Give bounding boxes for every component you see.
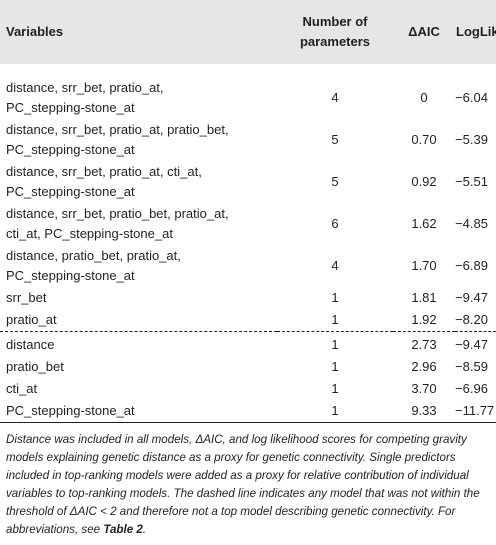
variables-line: PC_stepping-stone_at: [6, 268, 135, 283]
loglik-cell: −4.85: [455, 216, 488, 231]
parameters-cell: 1: [277, 331, 393, 356]
header-cell: LogLik: [455, 0, 496, 64]
variables-line: distance, srr_bet, pratio_at,: [6, 80, 164, 95]
variables-line: cti_at, PC_stepping-stone_at: [6, 226, 173, 241]
delta-aic-cell: 1.70: [411, 258, 437, 273]
table-row: PC_stepping-stone_at 1 9.33 −11.77: [0, 400, 496, 423]
table-row: distance, srr_bet, pratio_at, PC_stepping…: [0, 64, 496, 119]
delta-aic-cell: 0.70: [411, 132, 437, 147]
parameters-cell: 1: [331, 359, 339, 374]
table-row: distance, srr_bet, pratio_at, pratio_bet…: [0, 119, 496, 161]
delta-aic-cell: 0.92: [411, 174, 437, 189]
variables-line: PC_stepping-stone_at: [6, 403, 135, 418]
variables-cell: distance, srr_bet, pratio_bet, pratio_at…: [0, 203, 277, 245]
variables-cell: distance: [0, 331, 277, 356]
loglik-cell: −6.96: [455, 381, 488, 396]
parameters-cell: 6: [331, 216, 339, 231]
header-row: Variables Number of parameters ΔAIC LogL…: [0, 0, 496, 64]
table-row: distance, pratio_bet, pratio_at, PC_stepp…: [0, 245, 496, 287]
table-row: cti_at 1 3.70 −6.96: [0, 378, 496, 400]
variables-line: distance, pratio_bet, pratio_at,: [6, 248, 181, 263]
variables-line: distance, srr_bet, pratio_at, pratio_bet…: [6, 122, 229, 137]
table-row: distance, srr_bet, pratio_bet, pratio_at…: [0, 203, 496, 245]
loglik-cell: −9.47: [455, 331, 496, 356]
footnote-reference: Table 2: [103, 523, 143, 536]
variables-line: distance: [6, 337, 55, 352]
table-row: distance, srr_bet, pratio_at, cti_at, PC_…: [0, 161, 496, 203]
variables-line: srr_bet: [6, 290, 47, 305]
delta-aic-cell: 2.73: [393, 331, 455, 356]
loglik-cell: −5.51: [455, 174, 488, 189]
variables-cell: srr_bet: [0, 287, 277, 309]
parameters-cell: 1: [331, 381, 339, 396]
delta-aic-cell: 2.96: [411, 359, 437, 374]
variables-cell: PC_stepping-stone_at: [0, 400, 277, 423]
variables-cell: cti_at: [0, 378, 277, 400]
variables-line: PC_stepping-stone_at: [6, 142, 135, 157]
variables-line: cti_at: [6, 381, 38, 396]
delta-aic-cell: 1.62: [411, 216, 437, 231]
table-row: pratio_bet 1 2.96 −8.59: [0, 356, 496, 378]
table-row: srr_bet 1 1.81 −9.47: [0, 287, 496, 309]
header-cell: ΔAIC: [393, 0, 455, 64]
variables-cell: distance, srr_bet, pratio_at, cti_at, PC_…: [0, 161, 277, 203]
parameters-cell: 1: [331, 290, 339, 305]
variables-cell: distance, srr_bet, pratio_at, PC_stepping…: [0, 64, 277, 119]
loglik-cell: −9.47: [455, 290, 488, 305]
loglik-cell: −11.77: [455, 400, 496, 423]
parameters-cell: 4: [331, 258, 339, 273]
table-row: pratio_at 1 1.92 −8.20: [0, 309, 496, 332]
loglik-cell: −8.59: [455, 359, 488, 374]
variables-line: pratio_bet: [6, 359, 64, 374]
loglik-cell: −5.39: [455, 132, 488, 147]
variables-cell: pratio_bet: [0, 356, 277, 378]
parameters-cell: 1: [331, 312, 339, 327]
parameters-cell: 4: [331, 90, 339, 105]
parameters-cell: 5: [331, 174, 339, 189]
delta-aic-cell: 0: [420, 90, 428, 105]
loglik-cell: −6.04: [455, 90, 488, 105]
variables-cell: pratio_at: [0, 309, 277, 332]
delta-aic-cell: 1.81: [411, 290, 437, 305]
variables-line: PC_stepping-stone_at: [6, 100, 135, 115]
delta-aic-cell: 1.92: [411, 312, 437, 327]
footnote-text: Distance was included in all models, ΔAI…: [6, 433, 480, 536]
parameters-cell: 1: [277, 400, 393, 423]
model-table: Variables Number of parameters ΔAIC LogL…: [0, 0, 496, 423]
variables-line: PC_stepping-stone_at: [6, 184, 135, 199]
header-cell: Number of parameters: [277, 0, 393, 64]
delta-aic-cell: 9.33: [393, 400, 455, 423]
variables-line: distance, srr_bet, pratio_bet, pratio_at…: [6, 206, 229, 221]
table-body: distance, srr_bet, pratio_at, PC_stepping…: [0, 64, 496, 423]
variables-cell: distance, pratio_bet, pratio_at, PC_stepp…: [0, 245, 277, 287]
loglik-cell: −8.20: [455, 312, 488, 327]
variables-cell: distance, srr_bet, pratio_at, pratio_bet…: [0, 119, 277, 161]
variables-line: pratio_at: [6, 312, 57, 327]
delta-aic-cell: 3.70: [411, 381, 437, 396]
table-row: distance 1 2.73 −9.47: [0, 331, 496, 356]
variables-line: distance, srr_bet, pratio_at, cti_at,: [6, 164, 202, 179]
loglik-cell: −6.89: [455, 258, 488, 273]
footnote-end: .: [142, 523, 147, 536]
parameters-cell: 5: [331, 132, 339, 147]
footnote: Distance was included in all models, ΔAI…: [0, 423, 496, 539]
header-cell: Variables: [0, 0, 277, 64]
